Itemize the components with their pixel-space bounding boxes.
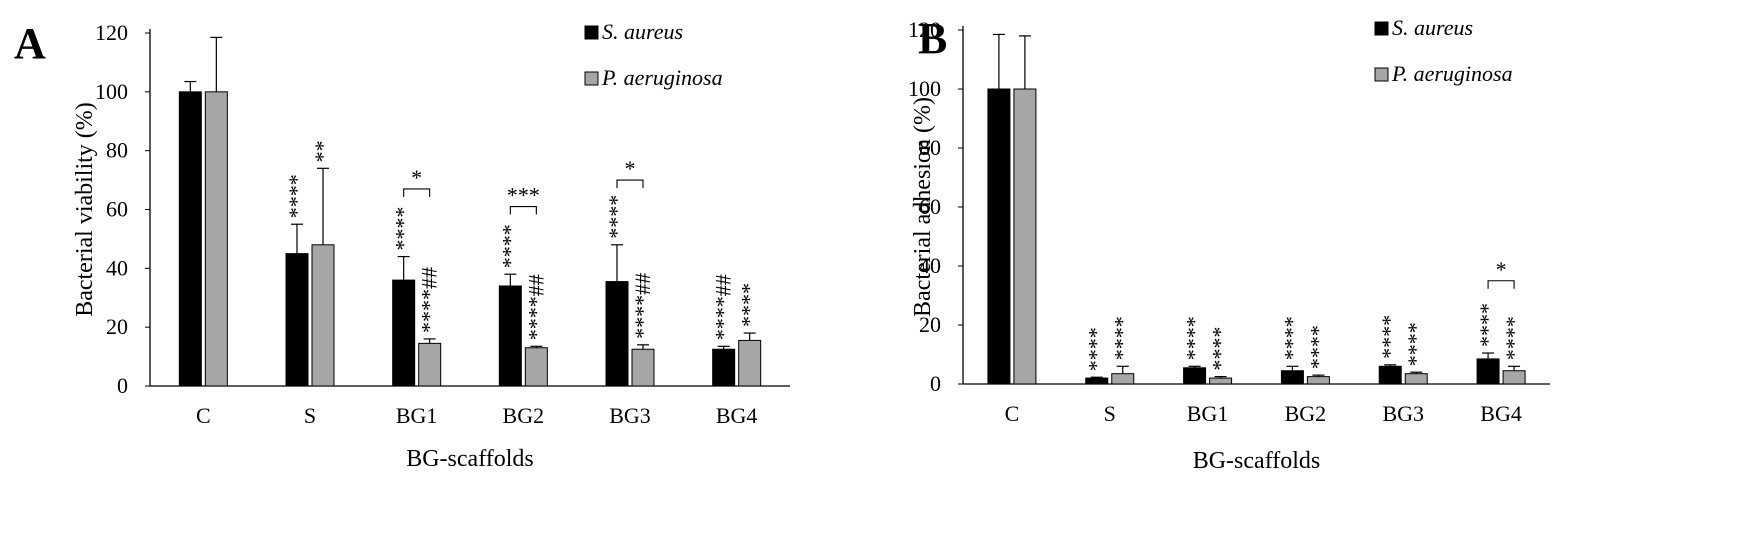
bar [524,347,548,387]
bar [285,253,309,387]
x-tick-label: S [304,403,316,428]
legend-swatch [584,71,599,86]
x-tick-label: BG2 [503,403,545,428]
legend-label: S. aureus [1392,15,1473,40]
y-tick-label: 0 [117,373,128,398]
bar [605,281,629,387]
significance-label: ****## [630,273,655,339]
legend-label: S. aureus [602,19,683,44]
y-tick-label: 100 [908,76,941,101]
chart-panel-b: B 0 20 40 60 80 100 120 Bacterial adhesion (%) C S… [900,0,1753,545]
significance-label: **** [737,283,762,327]
y-tick-label: 60 [919,194,941,219]
y-tick-label: 20 [106,314,128,339]
significance-label: **** [1305,325,1330,369]
significance-label: **** [1084,327,1109,371]
y-tick-label: 80 [106,138,128,163]
comparison-bracket [403,188,431,197]
x-tick-label: BG4 [716,403,758,428]
y-tick-label: 60 [106,197,128,222]
y-tick-label: 100 [95,79,128,104]
x-tick-label: BG1 [396,403,438,428]
y-axis-label: Bacterial viability (%) [72,102,98,317]
significance-label: ** [310,140,335,162]
bar [631,348,655,387]
x-tick-label: BG2 [1285,401,1327,426]
bar [1404,373,1428,385]
legend-swatch [1374,67,1389,82]
bar [1476,358,1500,385]
significance-label: **** [284,174,309,218]
bar [1085,377,1109,385]
chart-b-svg: B 0 20 40 60 80 100 120 Bacterial adhesion (%) C S… [908,14,1550,474]
x-axis-label: BG-scaffolds [406,446,534,472]
comparison-bracket [616,179,644,189]
legend-swatch [1374,21,1389,36]
y-tick-label: 120 [95,20,128,45]
bar [1183,367,1207,385]
legend-label: P. aeruginosa [601,65,723,90]
y-tick-label: 40 [106,255,128,280]
comparison-bracket-label: *** [507,183,540,208]
significance-label: **** [1377,315,1402,359]
chart-panel-a: A 0 20 40 60 80 100 120 Bacterial viability (%) C… [0,0,860,545]
bar [1209,377,1233,385]
significance-label: ****## [417,267,442,333]
bar [1502,370,1526,385]
bar [1306,376,1330,385]
significance-label: ****## [523,274,548,340]
bar [738,339,762,387]
bar [311,244,335,387]
bar [1111,373,1135,385]
significance-label: **** [1501,316,1526,360]
bar [712,348,736,387]
x-axis-label: BG-scaffolds [1193,448,1321,474]
x-tick-label: BG4 [1480,401,1522,426]
comparison-bracket [509,206,537,215]
comparison-bracket-label: * [411,165,422,190]
y-tick-label: 120 [908,17,941,42]
x-tick-label: BG1 [1187,401,1229,426]
significance-label: **** [497,224,522,268]
x-tick-label: S [1104,401,1116,426]
significance-label: **** [1279,316,1304,360]
significance-label: **** [1110,316,1135,360]
x-tick-label: C [1005,401,1020,426]
y-tick-label: 80 [919,135,941,160]
chart-a-svg: A 0 20 40 60 80 100 120 Bacterial viability (%) C… [14,19,790,472]
bar [498,285,522,387]
x-tick-label: BG3 [1382,401,1424,426]
bar [1378,365,1402,385]
significance-label: **** [1182,316,1207,360]
y-tick-label: 20 [919,312,941,337]
bar [1280,370,1304,385]
significance-label: ****## [711,274,736,340]
panel-label: A [14,19,46,68]
significance-label: **** [391,207,416,251]
bar [392,279,416,387]
bar [418,342,442,387]
panel-label: B [918,14,947,63]
y-tick-label: 40 [919,253,941,278]
bar [204,91,228,387]
significance-label: **** [1208,327,1233,371]
bar [987,88,1011,385]
comparison-bracket-label: * [625,156,636,181]
significance-label: **** [1475,303,1500,347]
bar [1013,88,1037,385]
y-tick-label: 0 [930,371,941,396]
x-tick-label: BG3 [609,403,651,428]
y-axis-label: Bacterial adhesion (%) [910,97,936,317]
legend-label: P. aeruginosa [1391,61,1513,86]
legend-swatch [584,25,599,40]
x-tick-label: C [196,403,211,428]
significance-label: **** [1403,322,1428,366]
comparison-bracket [1487,280,1515,289]
bar [178,91,202,387]
comparison-bracket-label: * [1496,257,1507,282]
significance-label: **** [604,195,629,239]
